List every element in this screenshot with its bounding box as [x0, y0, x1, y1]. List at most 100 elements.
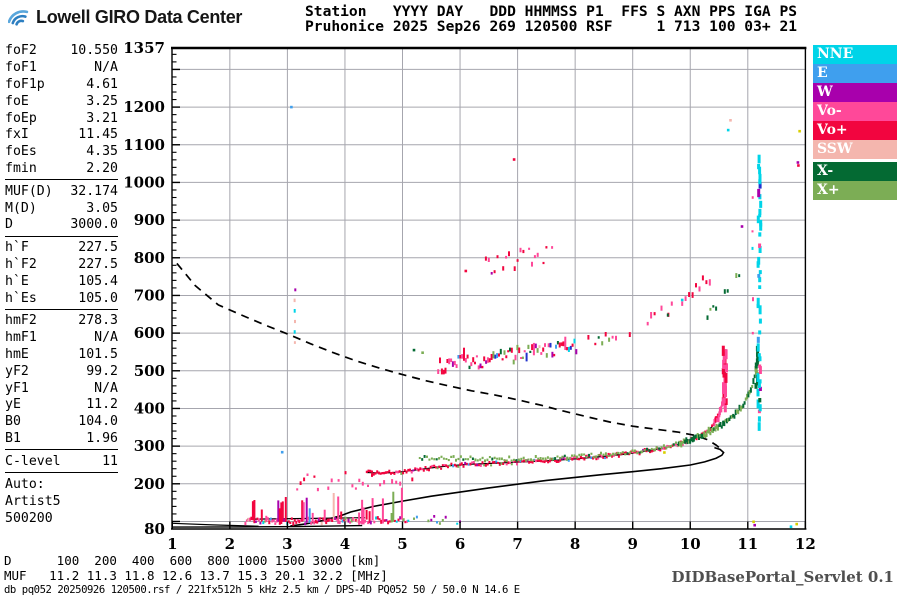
- echo-x-trace: [648, 449, 651, 452]
- autoscaling-line: Auto:: [5, 477, 45, 493]
- legend-item-w: W: [813, 83, 897, 102]
- echo-pre-f-scatter: [361, 481, 364, 486]
- echo-o-trace: [422, 469, 425, 472]
- echo-o-trace: [526, 459, 529, 462]
- echo-x-trace: [568, 457, 571, 460]
- echo-x-trace: [713, 427, 716, 431]
- echo-es-x-tail: [381, 498, 384, 524]
- echo-es-dense: [307, 516, 310, 521]
- echo-o-trace: [369, 469, 372, 473]
- echo-es-dense: [325, 520, 328, 525]
- echo-es-dense: [278, 508, 281, 525]
- echo-x-trace: [710, 428, 713, 433]
- echo-o-trace: [415, 467, 418, 471]
- echo-x-trace: [698, 434, 700, 440]
- echo-x-trace: [515, 459, 518, 462]
- echo-es-x-tail: [371, 498, 374, 521]
- echo-es-dense: [362, 507, 365, 525]
- echo-x-trace: [604, 452, 607, 456]
- echo-hop2-dense: [560, 342, 563, 346]
- echo-o-trace: [497, 461, 499, 464]
- echo-hop3-cluster: [542, 261, 545, 265]
- echo-o-trace: [597, 457, 600, 460]
- echo-o-trace: [438, 465, 441, 469]
- echo-es-dense: [353, 518, 356, 522]
- y-tick-label: 800: [134, 249, 165, 267]
- echo-es-dense: [365, 509, 368, 520]
- echo-x-trace: [641, 450, 644, 453]
- echo-hop3-cluster: [484, 256, 487, 261]
- echo-nne-spread-column: [758, 386, 762, 391]
- echo-o-trace: [424, 466, 427, 469]
- echo-x-trace: [513, 458, 515, 461]
- echo-o-trace: [521, 460, 524, 463]
- echo-x-trace: [479, 458, 482, 461]
- echo-hop2-dense: [466, 354, 469, 359]
- echo-hop2-dense: [556, 341, 559, 345]
- echo-o-trace: [395, 470, 398, 474]
- echo-o-asymptote: [723, 401, 727, 409]
- echo-o-trace: [559, 459, 562, 462]
- echo-hop2-rise: [691, 292, 694, 298]
- echo-o-trace: [514, 459, 517, 463]
- echo-o-trace: [486, 463, 489, 466]
- param-row-mufd: MUF(D) 32.174: [5, 183, 118, 200]
- y-tick-label: 300: [134, 437, 165, 455]
- echo-x-trace: [537, 457, 540, 460]
- echo-x-trace: [452, 455, 455, 458]
- echo-o-trace: [481, 461, 484, 464]
- echo-es-sparse-tail: [441, 519, 444, 522]
- echo-hop2-dense: [573, 338, 576, 344]
- param-row-foe: foE 3.25: [5, 93, 118, 110]
- echo-o-trace: [488, 461, 491, 464]
- echo-es-x-tail: [373, 520, 376, 524]
- param-value: 3.05: [86, 200, 118, 216]
- legend-item-x: X-: [813, 162, 897, 181]
- echo-hop2-dense: [521, 356, 524, 359]
- echo-o-trace: [617, 455, 620, 458]
- echo-hop2-dense: [479, 363, 482, 369]
- echo-hop2-sparse: [611, 335, 614, 339]
- echo-x-trace: [633, 449, 636, 453]
- echo-es-dense: [364, 519, 367, 523]
- param-value: 11.2: [86, 397, 118, 413]
- echo-x-trace: [677, 441, 680, 446]
- echo-x-trace: [619, 452, 622, 455]
- echo-o-trace: [409, 468, 411, 472]
- echo-x-trace: [741, 405, 743, 410]
- echo-o-trace: [711, 424, 714, 427]
- echo-x-trace: [732, 413, 735, 418]
- echo-hop2-dense: [463, 347, 465, 361]
- echo-o-trace: [600, 455, 603, 458]
- echo-o-trace: [657, 448, 660, 451]
- echo-hop3-cluster: [513, 266, 516, 271]
- echo-o-trace: [605, 455, 608, 459]
- echo-es-dense: [275, 518, 278, 523]
- echo-es-dense: [245, 519, 248, 522]
- echo-nne-spread-column: [758, 398, 762, 403]
- echo-pre-f-scatter: [327, 486, 330, 490]
- echo-hop3-cluster: [545, 246, 548, 249]
- param-value: 3.25: [86, 93, 118, 109]
- param-label: h`Es: [5, 290, 37, 306]
- echo-hop2-green-left: [666, 313, 669, 317]
- echo-hop2-sparse: [587, 335, 590, 340]
- echo-nne-spread-column: [757, 422, 761, 431]
- echo-x-trace: [686, 439, 689, 445]
- echo-pre-f-scatter: [330, 478, 333, 483]
- echo-x-trace: [563, 454, 566, 458]
- echo-x-trace: [675, 441, 677, 444]
- echo-hop2-rise: [650, 312, 653, 319]
- echo-es-dense: [283, 518, 286, 522]
- echo-hop2-dense: [486, 357, 489, 363]
- legend-item-ssw: SSW: [813, 140, 897, 159]
- echo-x-trace: [590, 452, 593, 455]
- echo-o-trace: [500, 462, 503, 465]
- param-row-hf2: h`F2 227.5: [5, 256, 118, 273]
- param-row-clevel: C-level 11: [5, 453, 118, 470]
- o-trace-fit-line: [366, 349, 727, 474]
- echo-es-dense: [334, 517, 337, 520]
- echo-o-trace: [685, 441, 688, 445]
- param-row-yf1: yF1 N/A: [5, 380, 118, 397]
